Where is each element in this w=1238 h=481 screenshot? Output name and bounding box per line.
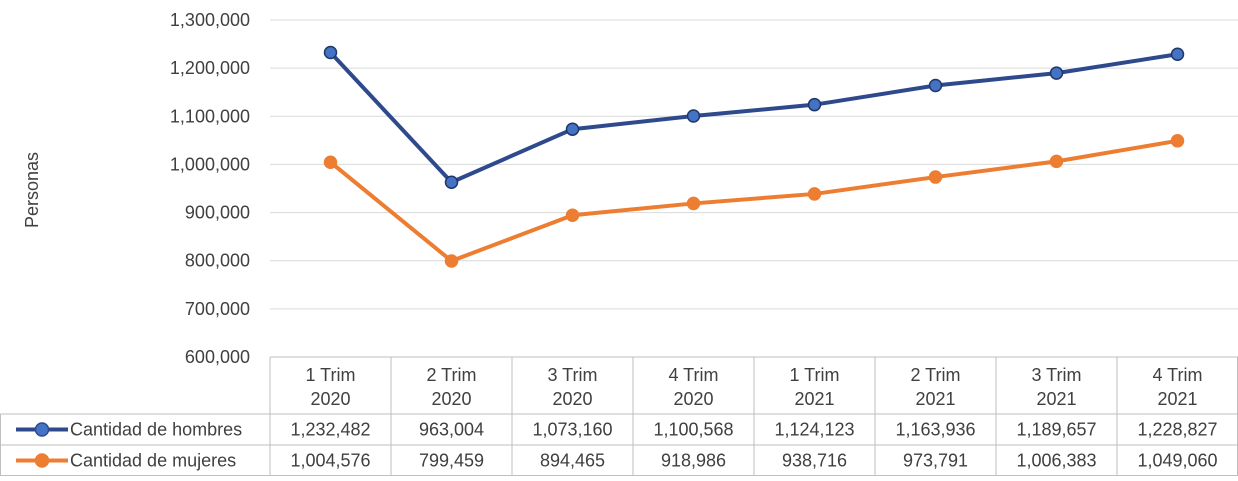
series-line-2 — [329, 138, 1178, 263]
y-tick-label: 1,200,000 — [170, 58, 250, 78]
y-tick-label: 700,000 — [185, 299, 250, 319]
category-label: 2020 — [310, 389, 350, 409]
category-label: 1 Trim — [305, 365, 355, 385]
series-lines — [329, 51, 1178, 263]
table-cell: 894,465 — [540, 451, 605, 471]
data-point — [686, 109, 701, 123]
data-point — [1049, 66, 1064, 80]
data-point — [1170, 134, 1185, 148]
table-cell: 1,124,123 — [774, 420, 854, 440]
table-cell: 918,986 — [661, 451, 726, 471]
table-cell: 1,163,936 — [895, 420, 975, 440]
category-label: 4 Trim — [668, 365, 718, 385]
data-table: 1 Trim 2020 2 Trim 2020 3 Trim 2020 4 Trim 2020… — [0, 356, 1238, 476]
table-cell: 1,228,827 — [1137, 420, 1217, 440]
y-axis-label: Personas — [22, 152, 42, 228]
table-cell: 1,232,482 — [290, 420, 370, 440]
y-tick-label: 1,100,000 — [170, 106, 250, 126]
data-point — [928, 78, 943, 93]
data-point — [1049, 154, 1064, 169]
series-line-1 — [329, 51, 1178, 185]
table-cell: 799,459 — [419, 451, 484, 471]
table-cell: 1,049,060 — [1137, 451, 1217, 471]
table-cell: 1,100,568 — [653, 420, 733, 440]
data-point — [928, 170, 943, 184]
category-label: 2 Trim — [910, 365, 960, 385]
table-cell: 973,791 — [903, 451, 968, 471]
table-cell: 938,716 — [782, 451, 847, 471]
data-point — [807, 187, 822, 201]
data-point — [686, 196, 701, 211]
category-label: 2020 — [431, 389, 471, 409]
category-label: 1 Trim — [789, 365, 839, 385]
data-point — [323, 45, 338, 60]
category-label: 2020 — [552, 389, 592, 409]
category-label: 2021 — [794, 389, 834, 409]
table-cell: 1,189,657 — [1016, 420, 1096, 440]
category-label: 2020 — [673, 389, 713, 409]
table-cell: 1,073,160 — [532, 420, 612, 440]
data-point — [444, 254, 459, 268]
legend-marker-2 — [34, 453, 50, 468]
y-tick-label: 800,000 — [185, 251, 250, 271]
category-label: 2021 — [1157, 389, 1197, 409]
y-tick-label: 1,000,000 — [170, 154, 250, 174]
y-axis-ticks: 600,000 700,000 800,000 900,000 1,000,000 1,1… — [170, 10, 250, 367]
category-label: 2021 — [915, 389, 955, 409]
data-point — [565, 122, 580, 136]
gridlines — [270, 19, 1238, 310]
y-tick-label: 1,300,000 — [170, 10, 250, 30]
category-label: 3 Trim — [1031, 365, 1081, 385]
legend-label: Cantidad de hombres — [70, 420, 242, 440]
data-point — [565, 208, 580, 222]
category-label: 2 Trim — [426, 365, 476, 385]
legend-marker-1 — [34, 422, 50, 437]
y-tick-label: 900,000 — [185, 203, 250, 223]
table-cell: 1,004,576 — [290, 451, 370, 471]
data-point — [1170, 47, 1185, 62]
legend-label: Cantidad de mujeres — [70, 451, 236, 471]
y-tick-label: 600,000 — [185, 347, 250, 367]
category-label: 4 Trim — [1152, 365, 1202, 385]
table-cell: 1,006,383 — [1016, 451, 1096, 471]
category-label: 2021 — [1036, 389, 1076, 409]
data-point — [807, 97, 822, 112]
data-point — [444, 175, 459, 189]
data-point — [323, 155, 338, 169]
series-markers — [323, 45, 1185, 268]
table-cell: 963,004 — [419, 420, 484, 440]
category-label: 3 Trim — [547, 365, 597, 385]
